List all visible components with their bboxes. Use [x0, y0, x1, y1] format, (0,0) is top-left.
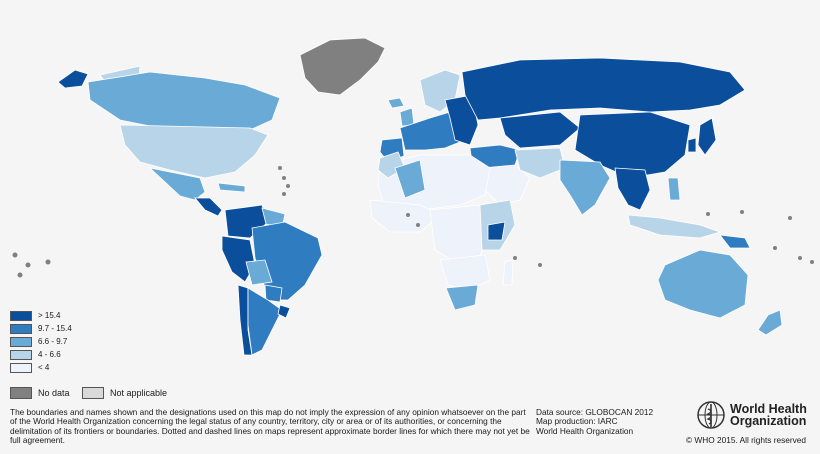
who-logo: World Health Organization	[696, 400, 807, 430]
legend-class-1: > 15.4	[10, 310, 60, 321]
central-america	[194, 197, 223, 217]
korea	[687, 137, 697, 153]
iceland	[387, 97, 405, 109]
caribbean	[217, 182, 246, 193]
central-asia	[499, 111, 581, 149]
japan	[697, 117, 717, 156]
india	[559, 159, 611, 216]
southeast-asia	[614, 167, 651, 211]
legend-swatch	[10, 362, 32, 373]
legend-swatch	[82, 387, 104, 399]
china	[574, 111, 691, 179]
legend-label: Not applicable	[110, 388, 168, 398]
legend-label: 4 - 6.6	[38, 350, 61, 359]
legend-class-4: 4 - 6.6	[10, 349, 61, 360]
legend-label: No data	[38, 388, 70, 398]
legend-class-5: < 4	[10, 362, 49, 373]
legend-swatch	[10, 349, 32, 360]
algeria	[394, 159, 426, 199]
legend-label: > 15.4	[38, 311, 61, 320]
legend-swatch	[10, 387, 32, 399]
disclaimer-text: The boundaries and names shown and the d…	[10, 407, 530, 446]
legend-no-data: No data	[10, 386, 70, 400]
legend-swatch	[10, 310, 32, 321]
who-wordmark-line: World Health	[730, 402, 807, 416]
alaska	[57, 69, 89, 89]
southern-africa	[439, 254, 491, 291]
philippines	[667, 177, 681, 201]
uk-ireland	[399, 107, 415, 127]
peru-ecuador	[221, 235, 256, 283]
mexico	[148, 167, 206, 201]
madagascar	[502, 259, 514, 286]
who-emblem-icon	[697, 401, 725, 429]
bolivia	[245, 259, 273, 286]
west-africa	[369, 199, 441, 233]
legend-not-applicable: Not applicable	[82, 386, 167, 400]
usa	[119, 124, 269, 179]
new-zealand	[757, 309, 783, 336]
australia	[657, 249, 749, 319]
paraguay	[264, 284, 283, 303]
copyright-text: © WHO 2015. All rights reserved	[686, 435, 807, 445]
legend-class-2: 9.7 - 15.4	[10, 323, 72, 334]
kenya	[487, 221, 506, 241]
legend-swatch	[10, 323, 32, 334]
iran-afghanistan	[514, 147, 566, 179]
data-source: Data source: GLOBOCAN 2012 Map productio…	[536, 407, 686, 436]
south-africa	[445, 284, 479, 311]
legend-class-3: 6.6 - 9.7	[10, 336, 67, 347]
uruguay	[277, 304, 291, 319]
who-wordmark: World Health Organization	[730, 402, 807, 428]
small-territories	[12, 166, 814, 278]
greenland	[299, 37, 386, 96]
indonesia	[627, 214, 722, 239]
argentina	[247, 287, 283, 356]
legend-swatch	[10, 336, 32, 347]
legend-label: 6.6 - 9.7	[38, 337, 68, 346]
russia	[461, 57, 746, 121]
source-line: Map production: IARC	[536, 416, 618, 427]
legend-label: 9.7 - 15.4	[38, 324, 72, 333]
legend-label: < 4	[38, 363, 50, 372]
papua-new-guinea	[719, 234, 751, 249]
source-line: World Health Organization	[536, 425, 634, 436]
source-line: Data source: GLOBOCAN 2012	[536, 407, 654, 417]
canada	[87, 71, 281, 131]
who-wordmark-line: Organization	[730, 414, 807, 428]
